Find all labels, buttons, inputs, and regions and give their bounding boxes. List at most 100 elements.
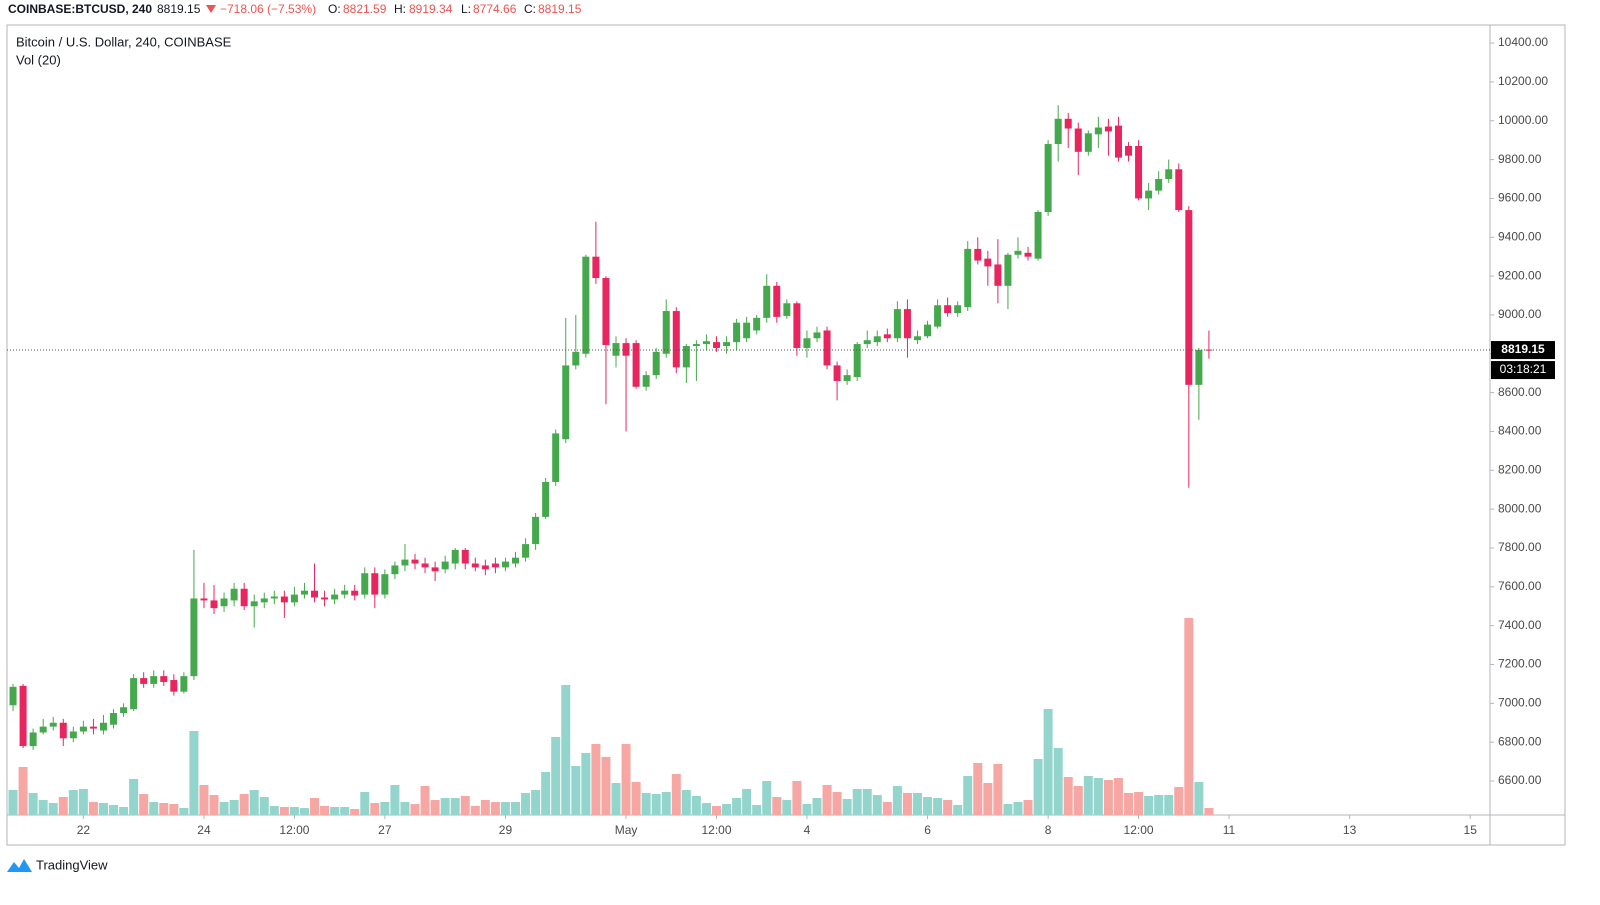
candle-body: [833, 365, 841, 381]
candle-body: [341, 590, 349, 595]
volume-bar: [983, 783, 993, 815]
volume-bar: [923, 797, 933, 815]
candle-body: [813, 332, 821, 339]
candle-body: [682, 346, 690, 368]
volume-bar: [1164, 795, 1174, 815]
y-tick-label: 9000.00: [1498, 307, 1542, 321]
volume-bar: [480, 800, 490, 815]
volume-bar: [521, 793, 531, 815]
volume-bar: [279, 807, 289, 815]
volume-bar: [862, 789, 872, 815]
candle-body: [230, 588, 238, 601]
ohlc-value: 8774.66: [473, 2, 517, 16]
candle-body: [712, 342, 720, 348]
volume-bar: [390, 785, 400, 815]
candle-body: [321, 597, 329, 600]
volume-bar: [38, 800, 48, 815]
candle-body: [823, 330, 831, 366]
candle-body: [924, 324, 932, 337]
volume-bar: [1003, 804, 1013, 815]
x-tick-label: 4: [804, 823, 811, 837]
volume-bar: [561, 685, 571, 815]
candle-body: [180, 676, 188, 692]
candle-body: [1044, 144, 1052, 213]
volume-bar: [601, 757, 611, 815]
volume-bar: [48, 803, 58, 815]
volume-bar: [249, 790, 259, 815]
candle-body: [843, 375, 851, 381]
volume-bar: [490, 802, 500, 815]
candle-body: [421, 563, 429, 568]
volume-bar: [722, 804, 732, 815]
candle-body: [632, 343, 640, 387]
candle-body: [110, 713, 118, 725]
last-price-box: [1491, 341, 1555, 360]
brand-logo: TradingView: [7, 857, 108, 872]
candle-body: [562, 365, 570, 440]
ohlc-value: 8821.59: [343, 2, 387, 16]
candle-body: [331, 594, 339, 600]
volume-bar: [822, 785, 832, 815]
volume-bar: [450, 798, 460, 815]
volume-bar: [701, 803, 711, 815]
candle-body: [69, 731, 77, 739]
volume-bar: [551, 737, 561, 815]
volume-bar: [872, 795, 882, 815]
candle-body: [300, 590, 308, 595]
volume-bar: [310, 798, 320, 815]
candle-body: [903, 309, 911, 339]
volume-bar: [98, 803, 108, 815]
volume-bar: [1174, 787, 1184, 815]
candles: [8, 105, 1214, 815]
candle-body: [733, 322, 741, 343]
candle-body: [1014, 250, 1022, 255]
volume-bar: [511, 802, 521, 815]
volume-bar: [581, 753, 591, 815]
candle-body: [913, 336, 921, 341]
candle-body: [532, 516, 540, 545]
candle-body: [260, 598, 268, 603]
candle-body: [381, 574, 389, 595]
candle-body: [803, 338, 811, 348]
countdown-box: [1491, 361, 1555, 380]
volume-bar: [802, 804, 812, 815]
candle-body: [361, 573, 369, 595]
volume-bar: [641, 793, 651, 815]
volume-bar: [149, 802, 159, 815]
candle-body: [1054, 118, 1062, 145]
candle-body: [29, 732, 37, 747]
volume-bar: [8, 790, 18, 815]
volume-bar: [1033, 759, 1043, 815]
candle-body: [934, 305, 942, 327]
candle-body: [431, 567, 439, 572]
candle-body: [140, 678, 148, 684]
volume-bar: [289, 807, 299, 815]
x-tick-label: 12:00: [701, 823, 731, 837]
y-tick-label: 7200.00: [1498, 657, 1542, 671]
candle-body: [491, 563, 499, 568]
volume-bar: [1013, 802, 1023, 815]
candle-body: [692, 344, 700, 347]
ohlc-value: 8919.34: [409, 2, 453, 16]
x-tick-label: 29: [499, 823, 513, 837]
volume-bar: [892, 786, 902, 815]
volume-bar: [772, 797, 782, 815]
candle-body: [753, 317, 761, 331]
volume-bar: [531, 790, 541, 815]
volume-bar: [269, 806, 279, 815]
y-tick-label: 8600.00: [1498, 385, 1542, 399]
volume-bar: [229, 800, 239, 815]
volume-bar: [1043, 709, 1053, 815]
y-tick-label: 6600.00: [1498, 773, 1542, 787]
candle-body: [652, 351, 660, 376]
volume-bar: [541, 772, 551, 815]
candle-body: [451, 549, 459, 564]
candle-body: [120, 707, 128, 714]
volume-bar: [691, 796, 701, 815]
volume-bar: [1194, 782, 1204, 815]
candle-body: [1205, 349, 1213, 351]
volume-bar: [792, 781, 802, 815]
candle-body: [220, 598, 228, 607]
y-tick-label: 8200.00: [1498, 462, 1542, 476]
candle-body: [763, 285, 771, 318]
